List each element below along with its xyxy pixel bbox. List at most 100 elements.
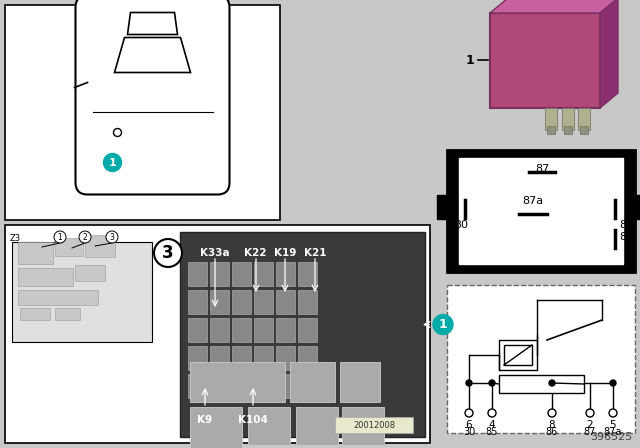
Bar	[188, 290, 207, 314]
Text: 87: 87	[584, 427, 596, 437]
Text: 396525: 396525	[589, 432, 632, 442]
Circle shape	[113, 129, 122, 137]
Circle shape	[610, 380, 616, 386]
Bar	[188, 346, 207, 370]
Bar	[447, 150, 635, 272]
Text: 1: 1	[58, 233, 62, 241]
Text: 4: 4	[489, 420, 495, 430]
Bar	[298, 318, 317, 342]
Text: 87a: 87a	[604, 427, 622, 437]
Bar	[490, 13, 600, 108]
Bar	[580, 126, 588, 134]
Circle shape	[54, 231, 66, 243]
Bar	[232, 346, 251, 370]
Bar	[631, 195, 640, 219]
Text: 6: 6	[466, 420, 472, 430]
Bar	[499, 340, 537, 370]
Bar	[232, 262, 251, 286]
Text: 3: 3	[109, 233, 115, 241]
Bar	[232, 318, 251, 342]
Text: 85: 85	[619, 220, 633, 230]
Bar	[276, 290, 295, 314]
Bar	[335, 417, 413, 433]
Text: Z3: Z3	[10, 234, 21, 243]
Bar	[190, 362, 285, 402]
Circle shape	[106, 231, 118, 243]
Text: 30: 30	[454, 220, 468, 230]
Circle shape	[586, 409, 594, 417]
Bar	[437, 195, 451, 219]
Bar	[232, 290, 251, 314]
Bar	[296, 407, 338, 445]
Bar	[499, 375, 584, 393]
Circle shape	[79, 231, 91, 243]
Bar	[18, 290, 98, 305]
Bar	[340, 362, 380, 402]
Bar	[55, 308, 80, 320]
Text: 1: 1	[438, 318, 447, 331]
Circle shape	[104, 154, 122, 172]
Bar	[276, 318, 295, 342]
Text: 3: 3	[162, 244, 174, 262]
Bar	[232, 374, 251, 398]
Text: 85: 85	[486, 427, 498, 437]
Circle shape	[154, 239, 182, 267]
Bar	[210, 318, 229, 342]
Bar	[276, 374, 295, 398]
Bar	[248, 407, 290, 445]
Text: 8: 8	[548, 420, 556, 430]
Bar	[188, 374, 207, 398]
Bar	[5, 5, 280, 220]
Circle shape	[609, 409, 617, 417]
Text: K104: K104	[238, 415, 268, 425]
Text: K22: K22	[244, 248, 266, 258]
Bar	[18, 268, 73, 286]
Text: 20012008: 20012008	[353, 421, 395, 430]
Bar	[20, 308, 50, 320]
Bar	[55, 238, 83, 256]
Bar	[18, 242, 53, 264]
Text: 2: 2	[587, 420, 593, 430]
Bar	[188, 262, 207, 286]
Circle shape	[488, 409, 496, 417]
Bar	[290, 362, 335, 402]
Bar	[180, 232, 425, 437]
Text: 86: 86	[619, 232, 633, 242]
Bar	[75, 265, 105, 281]
Bar	[254, 374, 273, 398]
Text: 87: 87	[535, 164, 549, 174]
Bar	[210, 262, 229, 286]
Bar	[188, 318, 207, 342]
Bar	[210, 346, 229, 370]
Bar	[562, 108, 574, 130]
Bar	[298, 262, 317, 286]
Text: 87a: 87a	[522, 196, 543, 206]
Text: 2: 2	[83, 233, 88, 241]
Circle shape	[548, 409, 556, 417]
Polygon shape	[490, 0, 618, 13]
Bar	[254, 318, 273, 342]
Circle shape	[549, 380, 555, 386]
Bar	[447, 285, 635, 433]
Text: 1: 1	[109, 158, 116, 168]
Bar	[210, 290, 229, 314]
Text: 5: 5	[610, 420, 616, 430]
Bar	[298, 346, 317, 370]
Circle shape	[489, 380, 495, 386]
Bar	[545, 108, 557, 130]
Bar	[342, 407, 384, 445]
Bar	[298, 374, 317, 398]
Text: K33a: K33a	[200, 248, 230, 258]
Bar	[254, 346, 273, 370]
Bar	[210, 374, 229, 398]
Text: K19: K19	[274, 248, 296, 258]
Circle shape	[465, 409, 473, 417]
FancyBboxPatch shape	[76, 0, 230, 194]
Bar	[564, 126, 572, 134]
Bar	[578, 108, 590, 130]
Bar	[254, 290, 273, 314]
Circle shape	[466, 380, 472, 386]
Text: 1: 1	[466, 53, 474, 66]
Text: 30: 30	[463, 427, 475, 437]
Bar	[459, 158, 623, 264]
